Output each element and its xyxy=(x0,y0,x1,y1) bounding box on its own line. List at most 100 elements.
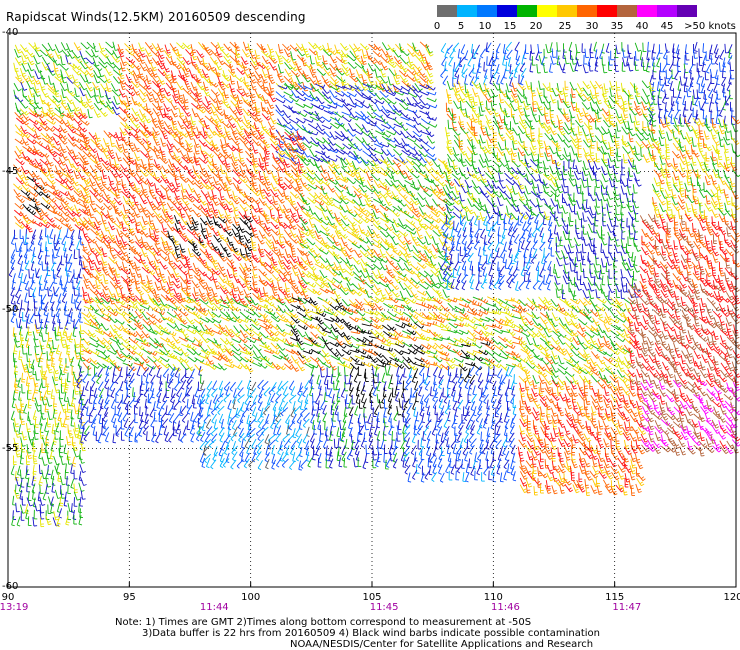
wind-barb xyxy=(141,275,146,284)
wind-barb xyxy=(354,265,362,272)
wind-barb xyxy=(54,217,63,222)
wind-barb xyxy=(646,63,649,73)
wind-barb xyxy=(178,49,183,58)
wind-barb xyxy=(54,287,59,296)
wind-barb xyxy=(158,84,165,92)
wind-barb xyxy=(668,256,675,264)
wind-barb xyxy=(501,235,505,245)
wind-barb xyxy=(108,357,116,364)
wind-barb xyxy=(700,130,704,139)
wind-barb xyxy=(399,244,408,250)
wind-barb xyxy=(49,282,53,291)
wind-barb xyxy=(134,250,142,257)
wind-barb xyxy=(538,184,543,193)
wind-barb xyxy=(531,45,535,54)
wind-barb xyxy=(298,330,306,337)
wind-barb xyxy=(115,304,123,311)
wind-barb xyxy=(297,155,306,160)
wind-barb xyxy=(369,57,377,64)
wind-barb xyxy=(563,100,571,108)
wind-barb xyxy=(609,236,612,245)
wind-barb xyxy=(265,237,273,244)
wind-barb xyxy=(452,191,460,199)
wind-barb xyxy=(346,159,353,167)
wind-barb xyxy=(195,330,204,336)
wind-barb xyxy=(515,42,520,51)
wind-barb xyxy=(531,141,537,150)
wind-barb xyxy=(643,62,647,71)
wind-barb xyxy=(380,231,389,237)
wind-barb xyxy=(603,250,609,259)
wind-barb xyxy=(643,43,647,52)
wind-barb xyxy=(386,251,394,258)
wind-barb xyxy=(417,291,426,296)
wind-barb xyxy=(562,290,565,299)
wind-barb xyxy=(449,323,458,328)
wind-barb xyxy=(456,241,459,251)
wind-barb xyxy=(583,256,586,265)
wind-barb xyxy=(429,330,438,336)
wind-barb xyxy=(653,255,658,264)
wind-barb xyxy=(334,291,341,299)
wind-barb xyxy=(692,249,699,257)
wind-barb xyxy=(187,178,195,185)
wind-barb xyxy=(609,269,612,278)
wind-barb xyxy=(673,158,678,167)
wind-barb xyxy=(391,290,399,297)
wind-barb xyxy=(185,81,191,89)
wind-barb xyxy=(155,183,160,192)
wind-barb xyxy=(454,101,461,109)
wind-barb xyxy=(652,202,659,210)
wind-barb xyxy=(69,263,72,273)
wind-barb xyxy=(194,229,202,237)
wind-barb xyxy=(327,105,337,109)
wind-barb xyxy=(269,57,277,64)
wind-barb xyxy=(660,76,663,85)
wind-barb xyxy=(498,142,505,150)
wind-barb xyxy=(174,351,183,356)
wind-barb xyxy=(443,161,449,169)
wind-barb xyxy=(732,108,735,117)
wind-barb xyxy=(704,131,709,140)
wind-barb xyxy=(47,64,54,72)
wind-barb xyxy=(621,179,628,187)
wind-barb xyxy=(170,43,178,51)
wind-barb xyxy=(525,186,531,195)
wind-barb xyxy=(36,64,42,72)
wind-barb xyxy=(583,191,587,200)
wind-barb xyxy=(24,275,27,285)
wind-barb xyxy=(621,96,627,104)
wind-barb xyxy=(217,57,224,65)
wind-barb xyxy=(21,166,28,174)
wind-barb xyxy=(481,279,486,288)
wind-barb xyxy=(204,120,210,129)
wind-barb xyxy=(695,42,698,52)
wind-barb xyxy=(672,151,680,158)
wind-barb xyxy=(711,94,714,103)
wind-barb xyxy=(662,94,666,104)
wind-barb xyxy=(285,305,293,312)
wind-barb xyxy=(350,68,356,77)
wind-barb xyxy=(315,245,324,252)
wind-barb xyxy=(17,295,21,305)
wind-barb xyxy=(218,82,225,90)
wind-barb xyxy=(380,211,388,218)
wind-barb xyxy=(207,357,214,365)
wind-barb xyxy=(542,233,545,243)
wind-barb xyxy=(323,305,332,311)
wind-barb xyxy=(262,114,270,121)
wind-barb xyxy=(29,119,38,124)
wind-barb xyxy=(583,81,591,88)
wind-barb xyxy=(575,179,580,188)
wind-barb xyxy=(672,70,675,79)
wind-barb xyxy=(307,167,315,174)
wind-barb xyxy=(128,344,137,350)
wind-barb xyxy=(539,281,544,290)
wind-barb xyxy=(655,240,658,249)
wind-barb xyxy=(72,178,79,186)
wind-barb xyxy=(158,56,164,64)
wind-barb xyxy=(406,257,412,265)
wind-barb xyxy=(220,244,227,252)
wind-barb xyxy=(97,153,103,162)
